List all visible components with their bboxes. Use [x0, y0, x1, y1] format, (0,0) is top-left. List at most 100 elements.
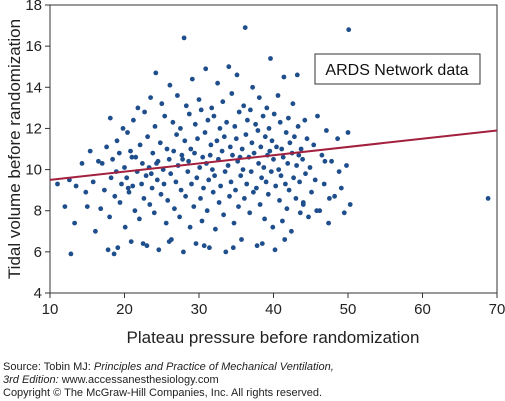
data-point [222, 169, 228, 175]
data-point [181, 35, 187, 41]
data-point [244, 181, 250, 187]
data-point [228, 179, 234, 185]
data-point [290, 101, 296, 107]
data-point [140, 161, 145, 166]
data-point [188, 146, 194, 152]
data-point [309, 189, 314, 195]
data-point [93, 228, 98, 234]
data-point [107, 214, 112, 220]
data-point [194, 175, 200, 181]
y-axis-title: Tidal volume before randomization [5, 19, 24, 279]
data-point [149, 185, 155, 191]
data-point [168, 171, 174, 177]
data-point [257, 202, 263, 207]
data-point [137, 216, 142, 222]
data-point [297, 210, 303, 216]
data-point [104, 144, 109, 150]
x-tick-label: 30 [191, 301, 208, 318]
data-point [247, 210, 253, 216]
data-point [197, 165, 203, 170]
data-point [248, 107, 253, 113]
data-point [300, 156, 305, 162]
data-point [207, 152, 213, 158]
data-point [306, 214, 311, 220]
data-point [312, 177, 318, 183]
data-point [110, 156, 115, 162]
data-point [294, 163, 299, 168]
source-line-1: Source: Tobin MJ: Principles and Practic… [3, 361, 503, 374]
data-point [157, 140, 163, 146]
regression-line [49, 129, 498, 181]
data-point [272, 247, 278, 253]
data-point [153, 70, 159, 76]
data-point [180, 156, 186, 162]
data-point [260, 113, 266, 119]
data-point [135, 105, 141, 111]
data-points [55, 25, 491, 257]
data-point [238, 173, 244, 179]
y-axis-ticks: 4 6 8 10 12 14 16 18 [25, 0, 50, 302]
data-point [195, 136, 200, 142]
data-point [177, 214, 183, 220]
data-point [196, 97, 202, 102]
data-point [242, 25, 248, 30]
data-point [99, 161, 105, 166]
data-point [212, 173, 218, 179]
data-point [326, 220, 331, 226]
data-point [233, 136, 239, 142]
y-tick-label: 12 [25, 120, 42, 137]
x-tick-label: 60 [414, 301, 431, 318]
data-point [263, 179, 269, 185]
data-point [291, 175, 296, 181]
x-axis-ticks: 10 20 30 40 50 60 70 [42, 293, 505, 318]
data-point [185, 169, 191, 175]
data-point [162, 113, 168, 119]
data-point [277, 119, 283, 125]
data-point [107, 115, 113, 121]
data-point [221, 212, 227, 218]
data-point [178, 187, 184, 193]
data-point [236, 109, 242, 115]
data-point [224, 119, 230, 125]
data-point [147, 202, 153, 207]
data-point [108, 175, 114, 181]
data-point [250, 84, 256, 90]
data-point [243, 132, 249, 138]
data-point [280, 154, 286, 160]
legend-box: ARDS Network data [314, 53, 481, 85]
data-point [179, 152, 185, 158]
data-point [225, 163, 231, 168]
data-point [111, 251, 117, 257]
data-point [152, 124, 158, 129]
data-point [102, 187, 107, 193]
data-point [211, 113, 217, 119]
data-point [189, 76, 195, 82]
data-point [226, 64, 232, 70]
data-point [240, 167, 246, 173]
data-point [294, 72, 300, 78]
data-point [273, 183, 279, 189]
data-point [307, 165, 313, 170]
data-point [270, 224, 276, 230]
data-point [132, 208, 138, 214]
data-point [347, 202, 353, 207]
x-tick-label: 50 [340, 301, 357, 318]
data-point [148, 171, 154, 177]
data-point [96, 158, 101, 164]
data-point [216, 200, 222, 205]
data-point [275, 93, 281, 98]
y-tick-label: 16 [25, 38, 42, 55]
data-point [171, 148, 177, 154]
data-point [210, 189, 216, 195]
data-point [258, 144, 264, 150]
website-link[interactable]: www.accessanesthesiology.com [61, 374, 219, 386]
data-point [193, 241, 199, 247]
data-point [321, 181, 327, 187]
data-point [116, 150, 122, 156]
data-point [338, 185, 344, 191]
data-point [183, 193, 189, 199]
data-point [126, 189, 132, 195]
data-point [114, 138, 120, 144]
legend-label: ARDS Network data [325, 62, 468, 79]
data-point [217, 125, 223, 131]
